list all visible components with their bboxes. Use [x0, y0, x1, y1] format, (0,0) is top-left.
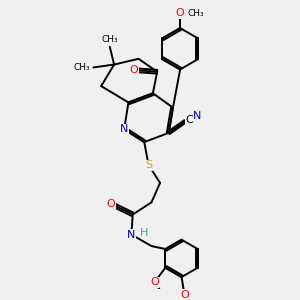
Text: CH₃: CH₃ [101, 35, 118, 44]
Text: N: N [120, 124, 128, 134]
Text: N: N [193, 112, 201, 122]
Text: S: S [145, 160, 152, 170]
Text: O: O [106, 199, 115, 209]
Text: O: O [176, 8, 184, 18]
Text: H: H [140, 228, 148, 238]
Text: O: O [130, 65, 139, 75]
Text: CH₃: CH₃ [74, 63, 91, 72]
Text: CH₃: CH₃ [187, 9, 204, 18]
Text: N: N [127, 230, 136, 239]
Text: O: O [150, 277, 159, 287]
Text: C: C [185, 115, 193, 125]
Text: O: O [180, 290, 189, 300]
